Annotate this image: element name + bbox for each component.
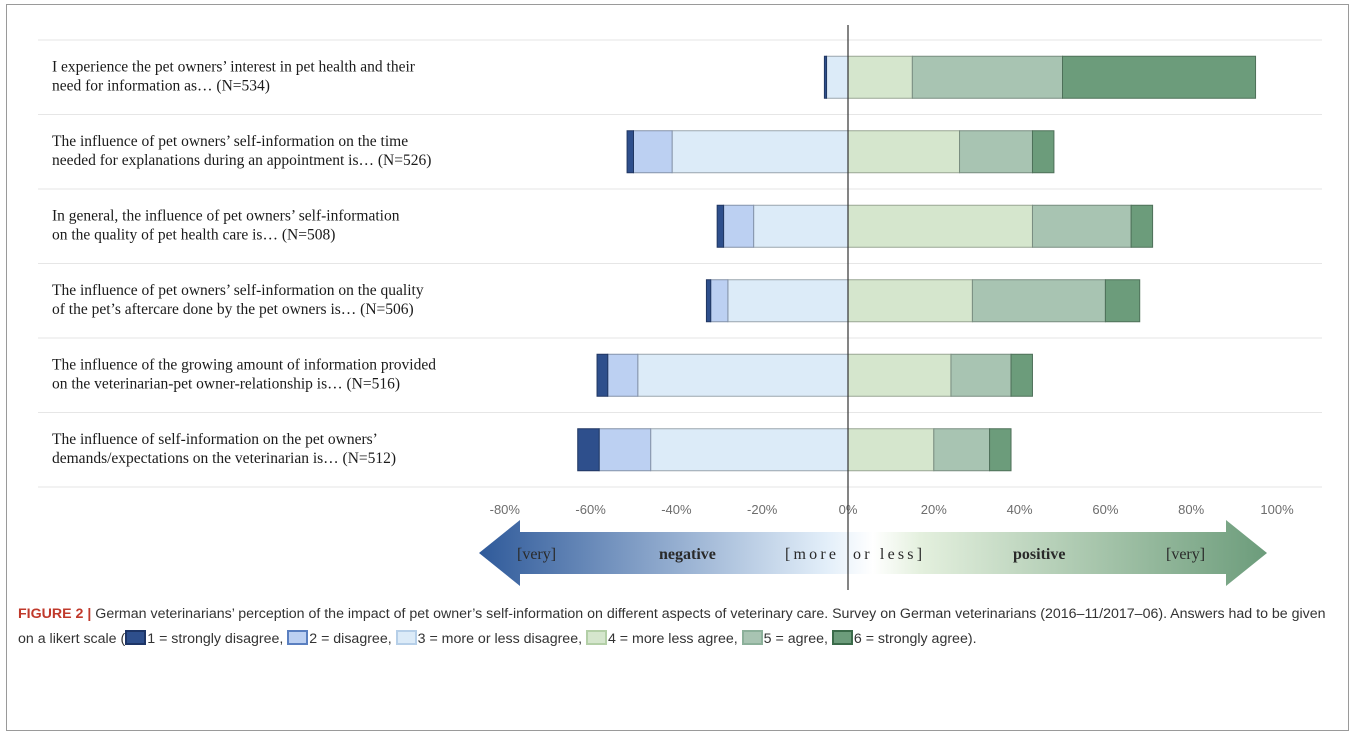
arrow-label-more: [more	[785, 546, 839, 563]
legend-label-5: 5 = agree,	[763, 630, 832, 647]
bar-segment-6	[1010, 353, 1033, 397]
bar-segments	[577, 55, 1257, 472]
arrow-label-or-less: or less]	[853, 546, 925, 563]
row-label: The influence of pet owners’ self-inform…	[52, 133, 431, 169]
bar-segment-1	[596, 353, 609, 397]
row-label: In general, the influence of pet owners’…	[52, 207, 400, 243]
x-tick-label: -40%	[661, 502, 692, 517]
row-label: The influence of self-information on the…	[52, 431, 396, 467]
bar-segment-6	[1062, 55, 1257, 99]
legend-label-6: 6 = strongly agree).	[853, 630, 977, 647]
figure-frame	[6, 4, 1349, 731]
x-tick-label: 80%	[1178, 502, 1204, 517]
legend-swatch-4	[585, 629, 607, 645]
bar-segment-5	[971, 279, 1106, 323]
bar-segment-5	[911, 55, 1063, 99]
row-separators	[38, 39, 1322, 488]
bar-segment-1	[626, 130, 635, 174]
bar-segment-5	[1031, 204, 1132, 248]
arrow-label-very-negative: [very]	[517, 546, 556, 563]
bar-segment-2	[598, 428, 652, 472]
bar-segment-1	[577, 428, 600, 472]
bar-segment-3	[671, 130, 849, 174]
bar-segment-2	[607, 353, 639, 397]
bar-segment-3	[650, 428, 849, 472]
bar-segment-5	[933, 428, 991, 472]
bar-segment-5	[959, 130, 1033, 174]
legend-swatch-6	[831, 629, 853, 645]
row-label: The influence of pet owners’ self-inform…	[52, 282, 424, 318]
bar-segment-3	[727, 279, 849, 323]
diverging-bar-chart: I experience the pet owners’ interest in…	[38, 25, 1322, 590]
legend-label-1: 1 = strongly disagree,	[147, 630, 288, 647]
legend-swatch-1	[125, 629, 147, 645]
bar-segment-4	[847, 353, 952, 397]
figure-caption: FIGURE 2 | German veterinarians’ percept…	[6, 602, 1349, 651]
likert-legend: 1 = strongly disagree, 2 = disagree, 3 =…	[125, 629, 977, 647]
caption-text: German veterinarians’ perception of the …	[18, 606, 1326, 647]
bar-segment-6	[1031, 130, 1055, 174]
bar-segment-1	[705, 279, 712, 323]
bar-segment-3	[826, 55, 849, 99]
x-tick-label: 40%	[1007, 502, 1033, 517]
bar-segment-3	[753, 204, 849, 248]
arrow-label-positive: positive	[1013, 546, 1065, 563]
bar-segment-1	[716, 204, 725, 248]
bar-segment-4	[847, 55, 913, 99]
bar-segment-1	[823, 55, 828, 99]
x-axis-ticks: -80% -60% -40% -20% 0% 20% 40% 60% 80% 100%	[490, 502, 1294, 517]
bar-segment-4	[847, 279, 973, 323]
arrow-label-negative: negative	[659, 546, 716, 563]
x-tick-label: 100%	[1260, 502, 1294, 517]
legend-swatch-3	[395, 629, 417, 645]
arrow-label-very-positive: [very]	[1166, 546, 1205, 563]
bar-segment-4	[847, 428, 935, 472]
legend-label-3: 3 = more or less disagree,	[417, 630, 586, 647]
x-tick-label: 20%	[921, 502, 947, 517]
x-tick-label: -60%	[575, 502, 606, 517]
bar-segment-6	[1104, 279, 1141, 323]
bar-segment-6	[1130, 204, 1154, 248]
x-tick-label: 60%	[1092, 502, 1118, 517]
bar-segment-6	[989, 428, 1012, 472]
legend-label-4: 4 = more less agree,	[607, 630, 742, 647]
bar-segment-2	[710, 279, 729, 323]
bar-segment-4	[847, 130, 961, 174]
legend-swatch-5	[741, 629, 763, 645]
legend-label-2: 2 = disagree,	[309, 630, 396, 647]
x-tick-label: -80%	[490, 502, 521, 517]
bar-segment-3	[637, 353, 849, 397]
bar-segment-2	[633, 130, 673, 174]
direction-arrow	[479, 520, 1267, 586]
row-label: I experience the pet owners’ interest in…	[52, 58, 416, 94]
row-label: The influence of the growing amount of i…	[52, 356, 436, 392]
x-tick-label: -20%	[747, 502, 778, 517]
bar-segment-5	[950, 353, 1012, 397]
row-labels: I experience the pet owners’ interest in…	[52, 58, 436, 467]
legend-swatch-2	[287, 629, 309, 645]
bar-segment-4	[847, 204, 1033, 248]
bar-segment-2	[723, 204, 755, 248]
figure-number: FIGURE 2 |	[18, 606, 92, 622]
